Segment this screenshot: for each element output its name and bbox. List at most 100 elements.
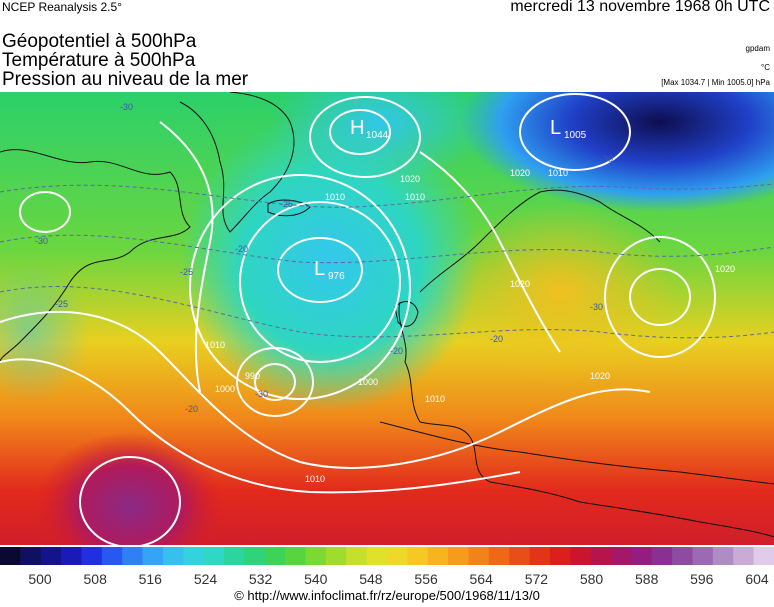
isobar-secondary-low-outer	[236, 347, 314, 417]
color-scale-tick-label: 604	[745, 571, 769, 587]
color-scale-tick-label: 572	[525, 571, 549, 587]
color-scale-tick-labels: 500 508 516 524 532 540 548 556 564 572 580 588 596 6…	[28, 571, 769, 587]
color-scale-cell	[244, 547, 266, 565]
isotherm-label: -30	[255, 389, 268, 399]
isobar-high-inner	[329, 109, 391, 155]
color-scale-cell	[672, 547, 694, 565]
color-scale-cell	[590, 547, 612, 565]
color-scale-cell	[101, 547, 123, 565]
isobar-northeast-low	[519, 93, 631, 171]
color-scale-tick-label: 564	[470, 571, 494, 587]
isotherm-label: -20	[390, 346, 403, 356]
color-scale-cell	[488, 547, 510, 565]
north-africa-coast	[379, 421, 774, 485]
color-scale-cell	[61, 547, 83, 565]
color-scale-tick-label: 588	[635, 571, 659, 587]
north-america-coast	[0, 149, 191, 363]
isobar-southwest-high	[79, 456, 181, 545]
isobar-label: 1020	[400, 174, 420, 184]
color-scale-cell	[733, 547, 755, 565]
isotherm-c	[0, 183, 774, 208]
credit-url[interactable]: © http://www.infoclimat.fr/rz/europe/500…	[234, 588, 540, 603]
color-scale-tick-label: 508	[84, 571, 108, 587]
color-scale-tick-label: 580	[580, 571, 604, 587]
color-scale-cell	[264, 547, 286, 565]
coastlines	[0, 92, 774, 538]
color-scale-cell	[20, 547, 42, 565]
color-scale-cell	[162, 547, 184, 565]
isotherm-label: -20	[235, 244, 248, 254]
color-scale-cell	[81, 547, 103, 565]
color-scale-cell	[448, 547, 470, 565]
color-scale-cell	[509, 547, 531, 565]
isotherm-label: -25	[280, 199, 293, 209]
isobar-europe-meridional	[419, 151, 561, 353]
isobar-label: 1020	[510, 279, 530, 289]
color-scale-cell	[122, 547, 144, 565]
color-scale-cell	[183, 547, 205, 565]
color-scale-cell	[549, 547, 571, 565]
isotherm-label: -30	[120, 102, 133, 112]
isotherm-label: -20	[490, 334, 503, 344]
unit-pressure-range: [Max 1034.7 | Min 1005.0] hPa	[661, 78, 770, 87]
color-scale-cell	[611, 547, 633, 565]
color-scale-tick-label: 516	[139, 571, 163, 587]
greenland-coast	[179, 92, 295, 233]
color-scale-cell	[142, 547, 164, 565]
low-letter-atlantic: L	[314, 258, 325, 280]
color-scale-tick-label: 556	[414, 571, 438, 587]
color-scale-ticks: 500 508 516 524 532 540 548 556 564 572 580 588 596 6…	[28, 571, 769, 587]
unit-celsius: °C	[761, 63, 770, 72]
color-scale-cell	[712, 547, 734, 565]
color-scale-cell	[753, 547, 774, 565]
low-value-atlantic: 976	[328, 271, 345, 282]
color-scale-cell	[570, 547, 592, 565]
isotherm-label: -30	[590, 302, 603, 312]
pressure-centers: H 1044 L 1005 L 976	[314, 117, 587, 282]
color-scale-cells	[0, 547, 774, 565]
isobar-1010-south	[0, 311, 651, 469]
isotherm-label: -30	[35, 236, 48, 246]
isobar-west-inner	[19, 191, 71, 233]
isobar-secondary-low	[254, 363, 296, 401]
isobar-low-1000	[189, 174, 411, 400]
isotherm-label: -30	[600, 154, 613, 164]
isobar-label: 1010	[325, 192, 345, 202]
isobar-label: 1010	[405, 192, 425, 202]
northeast-cold-pool	[460, 92, 774, 212]
color-scale-cell	[427, 547, 449, 565]
high-value: 1044	[366, 130, 389, 141]
isotherms	[0, 183, 774, 339]
data-source-label: NCEP Reanalysis 2.5°	[2, 0, 122, 14]
isobar-label: 990	[245, 371, 260, 381]
color-scale-cell	[325, 547, 347, 565]
northern-cyan-zone	[270, 92, 490, 182]
color-scale-cell	[407, 547, 429, 565]
isobar-east-high-outer	[604, 236, 716, 358]
color-scale-tick-label: 532	[249, 571, 273, 587]
isobar-labels: 1020 1010 1010 1010 1020 1010 1000 990 1…	[205, 168, 735, 484]
isobar-1020-south	[0, 358, 521, 494]
color-scale-cell	[631, 547, 653, 565]
isobar-label: 1000	[215, 384, 235, 394]
isobar-east-high-inner	[629, 268, 691, 326]
weather-map: H 1044 L 1005 L 976 1020 1010 1010 1010 …	[0, 92, 774, 545]
high-letter: H	[350, 117, 364, 139]
color-scale-cell	[203, 547, 225, 565]
isobar-label: 1010	[548, 168, 568, 178]
color-scale-cell	[387, 547, 408, 565]
color-scale-cell	[529, 547, 551, 565]
title-temperature: Température à 500hPa	[2, 50, 196, 71]
british-isles-coast	[394, 301, 419, 327]
isobar-label: 1020	[715, 264, 735, 274]
color-scale-cell	[346, 547, 368, 565]
color-scale-tick-label: 500	[28, 571, 52, 587]
color-scale-bar	[0, 547, 774, 565]
isobar-label: 1000	[358, 377, 378, 387]
isobar-low-inner	[277, 237, 363, 303]
color-scale-cell	[305, 547, 327, 565]
title-geopotential: Géopotentiel à 500hPa	[2, 31, 197, 52]
date-label: mercredi 13 novembre 1968 0h UTC	[510, 0, 770, 15]
color-scale-cell	[366, 547, 388, 565]
color-scale-cell	[0, 547, 21, 565]
